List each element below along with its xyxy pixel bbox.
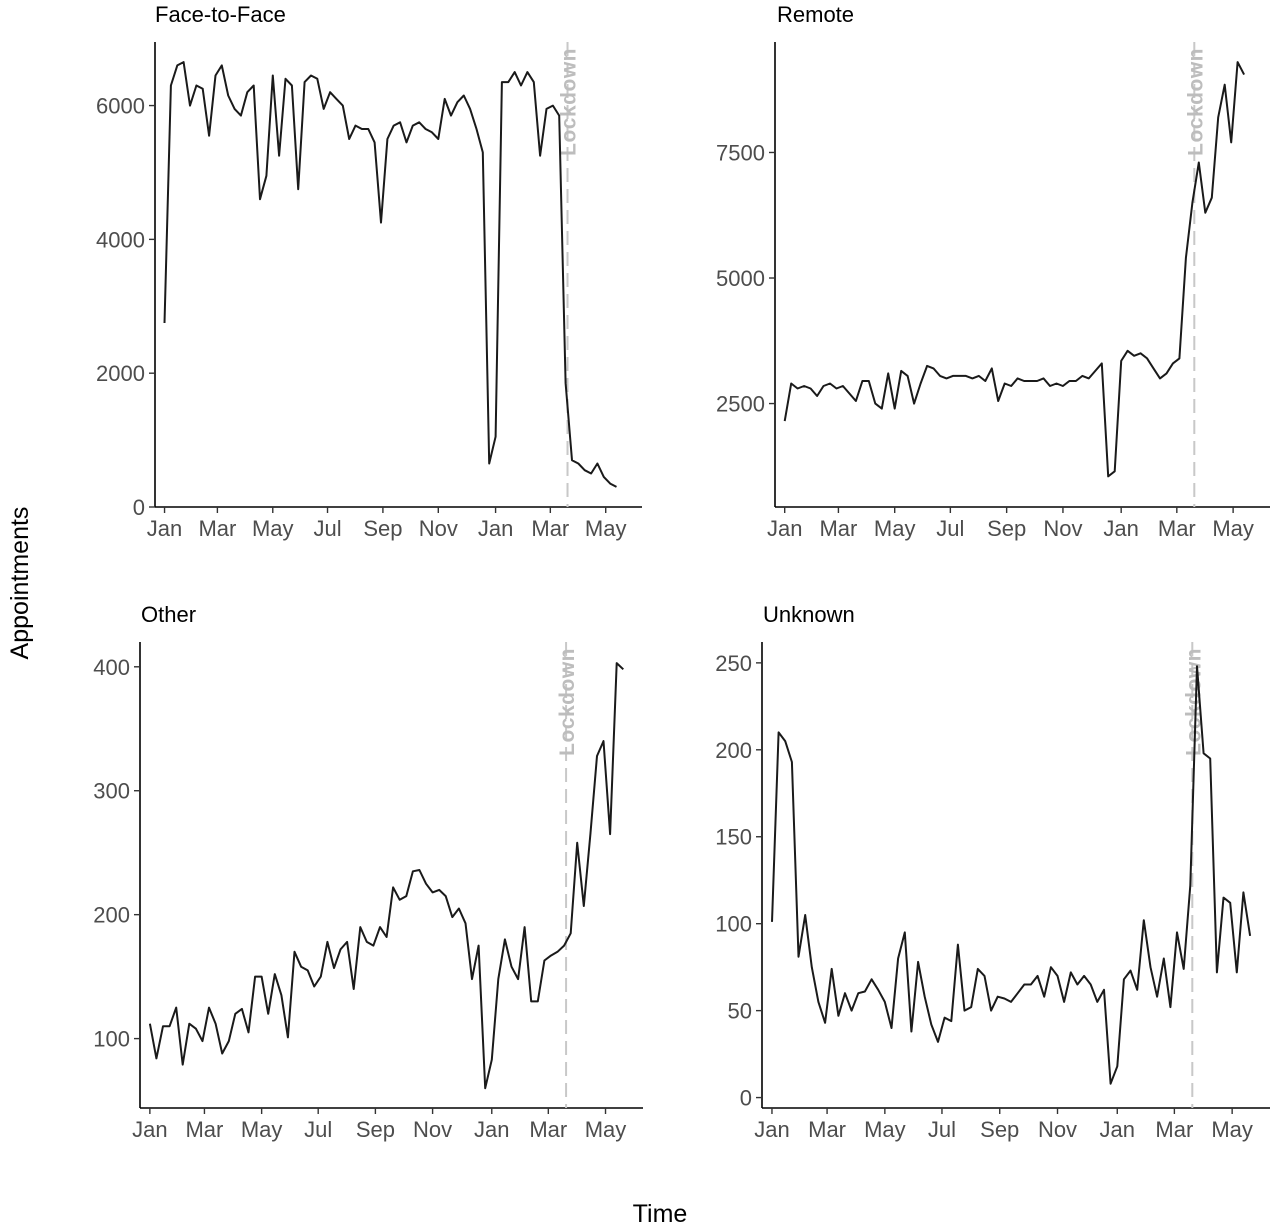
x-tick-label: Jan	[1103, 516, 1138, 541]
x-tick-label: Nov	[413, 1117, 452, 1142]
x-tick-label: Mar	[1158, 516, 1196, 541]
panel-title: Remote	[777, 2, 854, 27]
x-tick-label: Mar	[185, 1117, 223, 1142]
y-tick-label: 300	[93, 779, 130, 804]
x-tick-label: May	[1211, 1117, 1253, 1142]
x-tick-label: Mar	[808, 1117, 846, 1142]
y-tick-label: 2500	[716, 392, 765, 417]
y-tick-label: 50	[728, 999, 752, 1024]
y-tick-label: 0	[740, 1086, 752, 1111]
x-tick-label: Sep	[356, 1117, 395, 1142]
y-tick-label: 4000	[96, 227, 145, 252]
panel-title: Face-to-Face	[155, 2, 286, 27]
x-tick-label: Mar	[531, 516, 569, 541]
x-tick-label: Sep	[363, 516, 402, 541]
x-tick-label: Jul	[936, 516, 964, 541]
lockdown-label: Lockdown	[558, 48, 581, 156]
y-tick-label: 150	[715, 825, 752, 850]
panel-other: Other 100 200 300 400 Jan Mar May Jul Sep Nov Jan Ma…	[93, 602, 643, 1142]
panel-title: Unknown	[763, 602, 855, 627]
y-axis-title: Appointments	[6, 507, 34, 660]
series-line	[771, 665, 1252, 1085]
y-tick-label: 400	[93, 655, 130, 680]
x-tick-label: May	[864, 1117, 906, 1142]
x-tick-label: Jan	[132, 1117, 167, 1142]
y-tick-label: 100	[715, 912, 752, 937]
y-tick-label: 200	[93, 903, 130, 928]
y-tick-label: 6000	[96, 94, 145, 119]
x-tick-label: Jul	[313, 516, 341, 541]
x-tick-label: Nov	[1043, 516, 1082, 541]
x-tick-label: Jul	[304, 1117, 332, 1142]
x-tick-label: May	[874, 516, 916, 541]
y-tick-label: 7500	[716, 140, 765, 165]
panel-remote: Remote 2500 5000 7500 Jan Mar May Jul Sep Nov Jan M…	[716, 2, 1270, 541]
y-tick-label: 2000	[96, 361, 145, 386]
x-tick-label: Mar	[529, 1117, 567, 1142]
x-tick-label: Jan	[767, 516, 802, 541]
x-tick-label: May	[1212, 516, 1254, 541]
x-tick-label: Nov	[1038, 1117, 1077, 1142]
y-tick-label: 250	[715, 651, 752, 676]
y-tick-label: 200	[715, 738, 752, 763]
x-tick-label: Jan	[754, 1117, 789, 1142]
lockdown-label: Lockdown	[1182, 648, 1205, 756]
x-tick-label: Nov	[419, 516, 458, 541]
panel-face-to-face: Face-to-Face 0 2000 4000 6000 Jan Mar May Jul Sep…	[96, 2, 642, 541]
x-tick-label: May	[241, 1117, 283, 1142]
panel-unknown: Unknown 0 50 100 150 200 250 Jan Mar May Jul Sep Nov…	[715, 602, 1270, 1142]
series-line	[163, 61, 617, 488]
x-tick-label: Jan	[478, 516, 513, 541]
panel-title: Other	[141, 602, 196, 627]
series-line	[148, 662, 624, 1090]
x-tick-label: Mar	[198, 516, 236, 541]
x-tick-label: Sep	[987, 516, 1026, 541]
y-tick-label: 5000	[716, 266, 765, 291]
x-tick-label: Mar	[1155, 1117, 1193, 1142]
y-tick-label: 0	[133, 495, 145, 520]
x-tick-label: Mar	[819, 516, 857, 541]
y-tick-label: 100	[93, 1027, 130, 1052]
lockdown-label: Lockdown	[556, 648, 579, 756]
x-tick-label: May	[585, 1117, 627, 1142]
x-tick-label: May	[252, 516, 294, 541]
lockdown-label: Lockdown	[1184, 48, 1207, 156]
x-tick-label: Jan	[474, 1117, 509, 1142]
x-axis-title: Time	[633, 1200, 688, 1228]
x-tick-label: Jan	[1100, 1117, 1135, 1142]
series-line	[783, 61, 1245, 478]
x-tick-label: Sep	[980, 1117, 1019, 1142]
x-tick-label: May	[585, 516, 627, 541]
x-tick-label: Jan	[147, 516, 182, 541]
x-tick-label: Jul	[928, 1117, 956, 1142]
